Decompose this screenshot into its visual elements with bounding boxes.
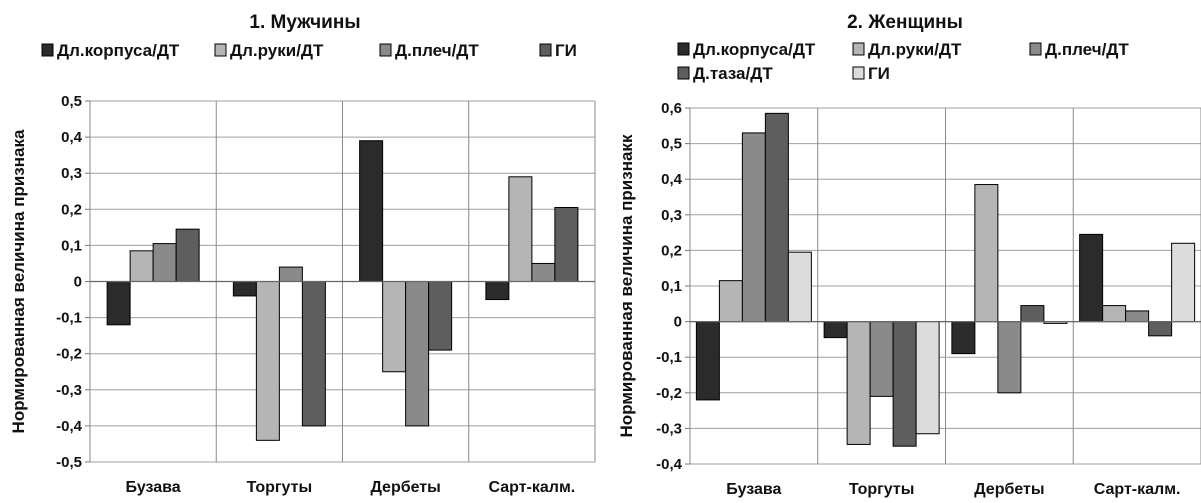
legend-label: Д.плеч/ДТ <box>1045 40 1129 59</box>
legend-swatch <box>852 66 865 80</box>
legend-swatch <box>379 43 392 57</box>
y-axis-label: Нормированная величина признакк <box>617 134 636 437</box>
bar-5-4 <box>1171 242 1196 323</box>
chart-panel-2: 2. Женщины Дл.корпуса/ДТ Дл.руки/ДТ Д.плеч/… <box>617 12 1201 498</box>
y-tick-label: -0,1 <box>56 310 82 327</box>
bar-4-4 <box>1148 321 1173 337</box>
y-tick-label: -0,4 <box>656 456 683 473</box>
y-tick-label: -0,1 <box>656 349 682 366</box>
legend-label: Дл.корпуса/ДТ <box>693 40 816 59</box>
y-tick-label: 0 <box>74 274 82 291</box>
x-category-label: Сарт-калм. <box>489 479 576 496</box>
legend-label: ГИ <box>868 64 890 83</box>
y-tick-label: -0,3 <box>56 382 82 399</box>
legend-swatch <box>214 43 227 57</box>
y-tick-label: -0,3 <box>656 420 682 437</box>
bar-2-1 <box>718 280 743 323</box>
y-tick-label: 0,1 <box>661 278 682 295</box>
legend-swatch <box>852 42 865 56</box>
bar-2-1 <box>129 250 154 283</box>
y-tick-label: 0,2 <box>61 201 82 218</box>
y-tick-label: 0,4 <box>661 171 683 188</box>
chart-title: 1. Мужчины <box>249 12 360 33</box>
legend-label: Д.плеч/ДТ <box>395 41 479 60</box>
chart-panel-1: 1. Мужчины Дл.корпуса/ДТ Дл.руки/ДТ Д.плеч/… <box>9 12 596 496</box>
bar-3-1 <box>152 243 177 282</box>
y-tick-label: 0,1 <box>61 237 82 254</box>
legend-label: Дл.руки/ДТ <box>230 41 324 60</box>
bar-2-4 <box>1102 305 1127 323</box>
x-category-label: Дербеты <box>370 479 440 496</box>
x-category-label: Торгуты <box>247 479 313 496</box>
y-axis-label: Нормированная величина признака <box>9 129 28 433</box>
bar-4-4 <box>554 206 579 282</box>
bar-1-2 <box>823 321 848 339</box>
x-category-label: Бузава <box>126 479 181 496</box>
bar-4-3 <box>1020 305 1045 323</box>
legend-swatch <box>677 66 690 80</box>
legend-label: Д.таза/ДТ <box>693 64 773 83</box>
y-tick-label: 0,2 <box>661 242 682 259</box>
legend-swatch <box>41 43 54 57</box>
bar-1-3 <box>951 321 976 355</box>
bar-4-1 <box>764 112 789 323</box>
bar-1-1 <box>106 281 131 326</box>
bar-5-1 <box>787 251 812 323</box>
legend-label: Дл.корпуса/ДТ <box>57 41 180 60</box>
y-tick-label: -0,2 <box>56 346 82 363</box>
bar-2-3 <box>974 184 999 323</box>
y-tick-label: 0,5 <box>61 93 82 110</box>
bar-1-4 <box>485 281 510 301</box>
y-tick-label: 0,6 <box>661 100 682 117</box>
legend-swatch <box>539 43 552 57</box>
x-category-label: Сарт-калм. <box>1094 481 1181 498</box>
y-tick-label: 0,4 <box>61 129 83 146</box>
legend-label: ГИ <box>555 41 577 60</box>
y-tick-label: 0 <box>674 314 682 331</box>
chart-legend: Дл.корпуса/ДТ Дл.руки/ДТ Д.плеч/ДТ ГИ <box>41 41 577 60</box>
bar-3-3 <box>405 281 430 427</box>
x-category-label: Бузава <box>726 481 781 498</box>
y-tick-label: -0,4 <box>56 418 83 435</box>
legend-swatch <box>1029 42 1042 56</box>
bar-2-2 <box>255 281 280 441</box>
chart-legend: Дл.корпуса/ДТ Дл.руки/ДТ Д.плеч/ДТ Д.таза/Д… <box>677 40 1129 83</box>
x-category-label: Торгуты <box>849 481 915 498</box>
bar-1-4 <box>1079 233 1104 323</box>
y-tick-label: 0,3 <box>61 165 82 182</box>
bar-1-1 <box>695 321 720 401</box>
x-category-label: Дербеты <box>974 481 1044 498</box>
bar-4-1 <box>175 228 200 282</box>
bar-1-3 <box>359 140 384 282</box>
chart-title: 2. Женщины <box>847 12 963 33</box>
bar-2-3 <box>382 281 407 373</box>
bar-3-2 <box>278 266 303 282</box>
bar-3-4 <box>531 262 556 283</box>
bar-4-3 <box>428 281 453 351</box>
bar-3-1 <box>741 132 766 323</box>
bar-3-3 <box>997 321 1022 394</box>
y-tick-label: 0,5 <box>661 136 682 153</box>
bar-3-2 <box>869 321 894 397</box>
bar-2-4 <box>508 176 533 282</box>
legend-label: Дл.руки/ДТ <box>868 40 962 59</box>
bar-5-2 <box>915 321 940 435</box>
y-tick-label: -0,5 <box>56 454 82 471</box>
bar-1-2 <box>232 281 257 297</box>
bar-4-2 <box>301 281 326 427</box>
legend-swatch <box>677 42 690 56</box>
bar-2-2 <box>846 321 871 445</box>
bar-3-4 <box>1125 310 1150 323</box>
y-tick-label: 0,3 <box>661 207 682 224</box>
bar-4-2 <box>892 321 917 447</box>
y-tick-label: -0,2 <box>656 385 682 402</box>
